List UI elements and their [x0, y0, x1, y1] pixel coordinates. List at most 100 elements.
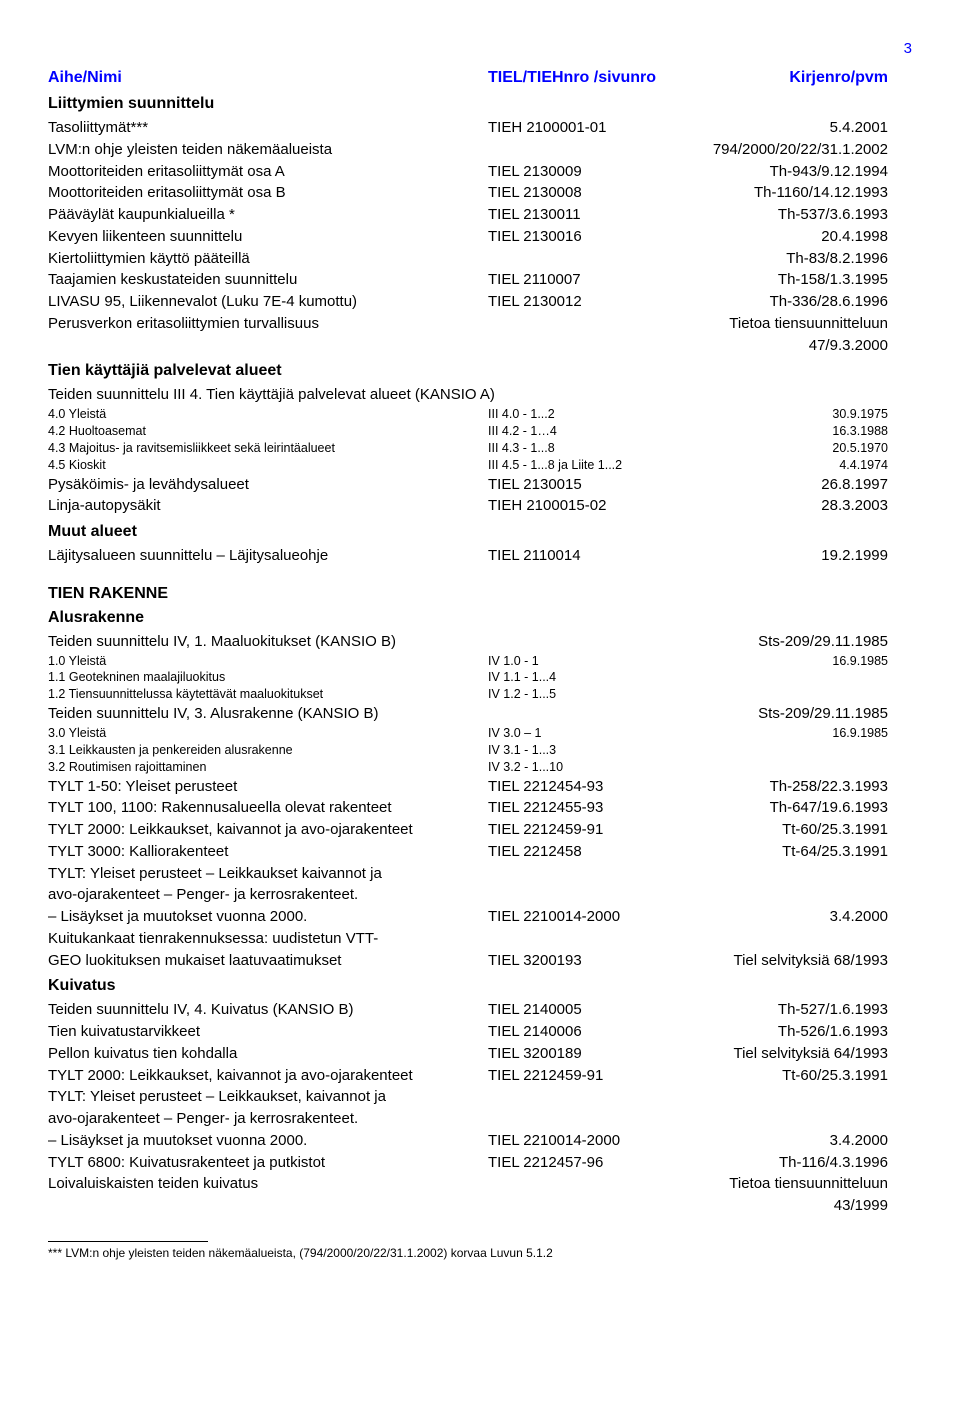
cell: TYLT: Yleiset perusteet – Leikkaukset ka…	[48, 863, 488, 885]
cell: Linja-autopysäkit	[48, 495, 488, 517]
cell	[488, 1173, 703, 1217]
cell: TIEL 2212459-91	[488, 819, 703, 841]
cell	[488, 313, 703, 357]
cell: TIEL 2130011	[488, 204, 703, 226]
cell: Th-943/9.12.1994	[703, 161, 888, 183]
table-row: TYLT: Yleiset perusteet – Leikkaukset ka…	[48, 863, 912, 885]
cell: IV 1.2 - 1...5	[488, 686, 703, 703]
cell: IV 3.0 – 1	[488, 725, 703, 742]
section-liittymien: Liittymien suunnittelu	[48, 95, 912, 113]
section-alusrakenne: Alusrakenne	[48, 609, 912, 627]
cell: GEO luokituksen mukaiset laatuvaatimukse…	[48, 950, 488, 972]
cell	[703, 1108, 888, 1130]
cell: 1.2 Tiensuunnittelussa käytettävät maalu…	[48, 686, 488, 703]
cell: TYLT 1-50: Yleiset perusteet	[48, 776, 488, 798]
table-row: 3.0 YleistäIV 3.0 – 116.9.1985	[48, 725, 912, 742]
cell: Th-258/22.3.1993	[703, 776, 888, 798]
cell: TIEL 2130016	[488, 226, 703, 248]
table-row: Tasoliittymät***TIEH 2100001-015.4.2001	[48, 117, 912, 139]
s2-sub-text: Teiden suunnittelu III 4. Tien käyttäjiä…	[48, 384, 912, 406]
table-row: 3.1 Leikkausten ja penkereiden alusraken…	[48, 742, 912, 759]
cell	[488, 928, 703, 950]
cell: 28.3.2003	[703, 495, 888, 517]
cell	[703, 669, 888, 686]
cell: III 4.2 - 1…4	[488, 423, 703, 440]
cell: 4.5 Kioskit	[48, 457, 488, 474]
cell: 16.9.1985	[703, 653, 888, 670]
table-row: Pellon kuivatus tien kohdallaTIEL 320018…	[48, 1043, 912, 1065]
table-row: GEO luokituksen mukaiset laatuvaatimukse…	[48, 950, 912, 972]
cell: Moottoriteiden eritasoliittymät osa A	[48, 161, 488, 183]
cell: Teiden suunnittelu IV, 4. Kuivatus (KANS…	[48, 999, 488, 1021]
table-row: Kuitukankaat tienrakennuksessa: uudistet…	[48, 928, 912, 950]
cell: 30.9.1975	[703, 406, 888, 423]
cell: Sts-209/29.11.1985	[703, 631, 888, 653]
cell: 19.2.1999	[703, 545, 888, 567]
table-row: avo-ojarakenteet – Penger- ja kerrosrake…	[48, 884, 912, 906]
cell: Th-83/8.2.1996	[703, 248, 888, 270]
table-row: Moottoriteiden eritasoliittymät osa ATIE…	[48, 161, 912, 183]
table-row: TYLT 2000: Leikkaukset, kaivannot ja avo…	[48, 1065, 912, 1087]
cell	[488, 884, 703, 906]
table-row: 1.2 Tiensuunnittelussa käytettävät maalu…	[48, 686, 912, 703]
table-header: Aihe/Nimi TIEL/TIEHnro /sivunro Kirjenro…	[48, 69, 912, 87]
table-row: 4.2 HuoltoasematIII 4.2 - 1…416.3.1988	[48, 423, 912, 440]
cell: 3.4.2000	[703, 1130, 888, 1152]
cell: TIEL 2212454-93	[488, 776, 703, 798]
cell: TIEL 2140006	[488, 1021, 703, 1043]
cell: IV 3.1 - 1...3	[488, 742, 703, 759]
cell: Kuitukankaat tienrakennuksessa: uudistet…	[48, 928, 488, 950]
table-row: Loivaluiskaisten teiden kuivatusTietoa t…	[48, 1173, 912, 1217]
cell: 26.8.1997	[703, 474, 888, 496]
cell: 4.0 Yleistä	[48, 406, 488, 423]
cell	[488, 863, 703, 885]
cell: Tt-60/25.3.1991	[703, 1065, 888, 1087]
table-row: – Lisäykset ja muutokset vuonna 2000.TIE…	[48, 906, 912, 928]
cell: TIEL 3200189	[488, 1043, 703, 1065]
table-row: Läjitysalueen suunnittelu – Läjitysalueo…	[48, 545, 912, 567]
cell: 16.3.1988	[703, 423, 888, 440]
table-row: Linja-autopysäkitTIEH 2100015-0228.3.200…	[48, 495, 912, 517]
footnote-separator	[48, 1241, 208, 1242]
table-row: 3.2 Routimisen rajoittaminenIV 3.2 - 1..…	[48, 759, 912, 776]
cell	[488, 139, 703, 161]
cell: TIEL 2212459-91	[488, 1065, 703, 1087]
cell: Perusverkon eritasoliittymien turvallisu…	[48, 313, 488, 357]
table-row: Pääväylät kaupunkialueilla *TIEL 2130011…	[48, 204, 912, 226]
cell	[488, 1108, 703, 1130]
cell: 20.5.1970	[703, 440, 888, 457]
cell	[703, 928, 888, 950]
table-row: 1.1 Geotekninen maalajiluokitusIV 1.1 - …	[48, 669, 912, 686]
cell: 5.4.2001	[703, 117, 888, 139]
table-row: Perusverkon eritasoliittymien turvallisu…	[48, 313, 912, 357]
cell: TIEL 2212457-96	[488, 1152, 703, 1174]
cell	[488, 1086, 703, 1108]
cell: Pysäköimis- ja levähdysalueet	[48, 474, 488, 496]
table-row: Tien kuivatustarvikkeetTIEL 2140006Th-52…	[48, 1021, 912, 1043]
header-col3: Kirjenro/pvm	[703, 69, 888, 87]
cell: III 4.3 - 1...8	[488, 440, 703, 457]
cell: Th-158/1.3.1995	[703, 269, 888, 291]
cell: avo-ojarakenteet – Penger- ja kerrosrake…	[48, 1108, 488, 1130]
cell: Th-647/19.6.1993	[703, 797, 888, 819]
cell: 3.4.2000	[703, 906, 888, 928]
cell: 3.0 Yleistä	[48, 725, 488, 742]
cell: TIEL 2110007	[488, 269, 703, 291]
cell: 3.2 Routimisen rajoittaminen	[48, 759, 488, 776]
cell	[703, 686, 888, 703]
cell: 1.1 Geotekninen maalajiluokitus	[48, 669, 488, 686]
cell: avo-ojarakenteet – Penger- ja kerrosrake…	[48, 884, 488, 906]
cell: Tiel selvityksiä 68/1993	[703, 950, 888, 972]
table-row: Kiertoliittymien käyttö pääteilläTh-83/8…	[48, 248, 912, 270]
table-row: TYLT 2000: Leikkaukset, kaivannot ja avo…	[48, 819, 912, 841]
cell: Th-336/28.6.1996	[703, 291, 888, 313]
section-kuivatus: Kuivatus	[48, 977, 912, 995]
cell: 1.0 Yleistä	[48, 653, 488, 670]
cell: TIEH 2100015-02	[488, 495, 703, 517]
table-row: LIVASU 95, Liikennevalot (Luku 7E-4 kumo…	[48, 291, 912, 313]
cell: TYLT 6800: Kuivatusrakenteet ja putkisto…	[48, 1152, 488, 1174]
table-row: 4.0 YleistäIII 4.0 - 1...230.9.1975	[48, 406, 912, 423]
cell	[488, 248, 703, 270]
cell: TIEL 3200193	[488, 950, 703, 972]
table-row: Teiden suunnittelu IV, 4. Kuivatus (KANS…	[48, 999, 912, 1021]
